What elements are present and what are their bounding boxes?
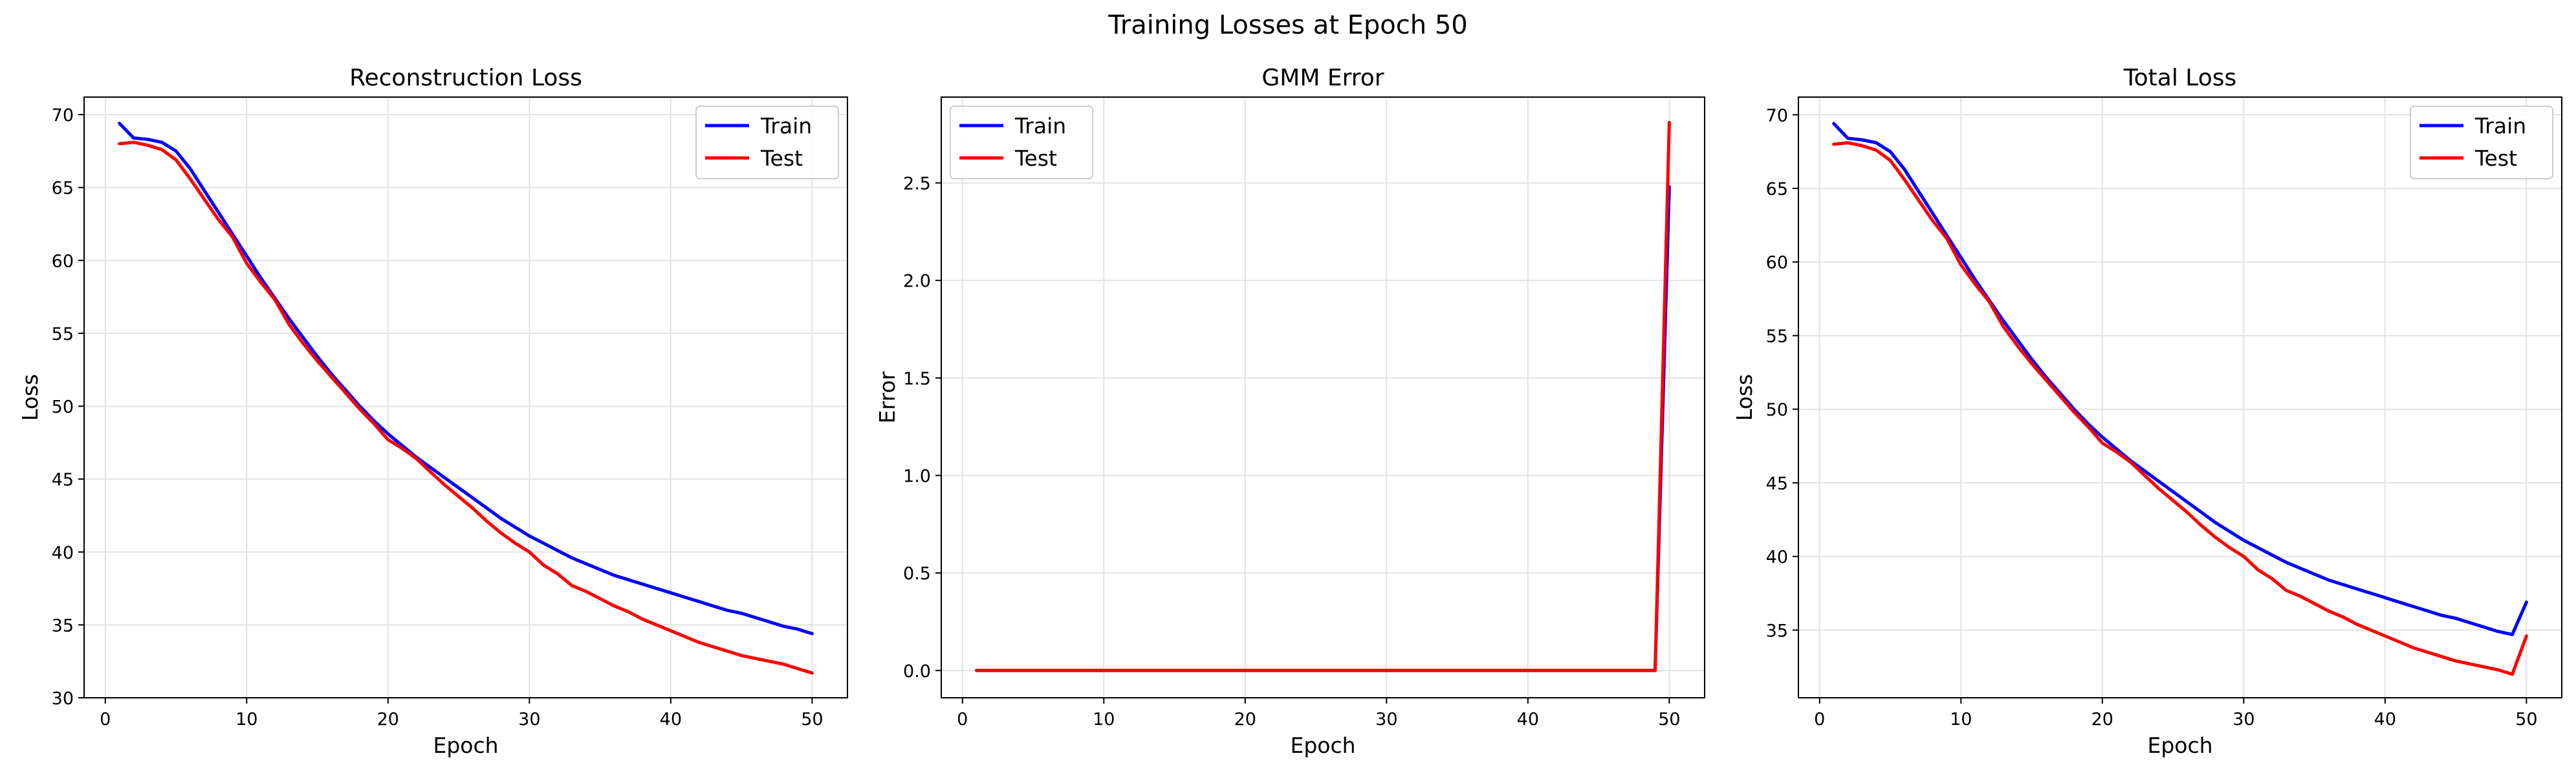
figure-title: Training Losses at Epoch 50 (1108, 10, 1467, 40)
y-tick-label: 45 (1766, 474, 1788, 494)
x-axis-label: Epoch (1290, 733, 1355, 758)
legend: Train Test (695, 106, 839, 179)
series-line-train (1832, 122, 2528, 636)
y-tick-label: 0.0 (903, 662, 931, 682)
y-tick-label: 2.5 (903, 174, 931, 194)
y-tick-label: 40 (52, 543, 74, 563)
x-axis-label: Epoch (2147, 733, 2212, 758)
subplots: 0 10 20 30 40 50 30 35 40 45 50 55 60 65 70 Reconstruct… (17, 65, 2562, 758)
y-tick-label: 35 (1766, 621, 1788, 641)
x-tick-label: 40 (660, 709, 682, 730)
series-line-test (118, 140, 814, 675)
x-tick-label: 0 (100, 709, 111, 730)
subplot-title: Reconstruction Loss (349, 65, 582, 91)
legend-label-train: Train (2474, 113, 2526, 139)
legend-label-test: Test (760, 146, 803, 171)
y-tick-label: 1.0 (903, 467, 931, 487)
x-tick-label: 20 (377, 709, 399, 730)
y-tick-label: 45 (52, 470, 74, 490)
x-tick-label: 10 (1093, 709, 1115, 730)
legend-label-test: Test (1014, 146, 1057, 171)
legend: Train Test (950, 106, 1093, 179)
x-tick-label: 10 (1950, 709, 1972, 730)
y-tick-label: 1.5 (903, 369, 931, 389)
legend-label-train: Train (1014, 113, 1066, 139)
x-tick-label: 20 (2091, 709, 2113, 730)
y-tick-label: 65 (52, 179, 74, 199)
y-axis-label: Error (875, 371, 900, 423)
legend-label-test: Test (2474, 146, 2517, 171)
y-tick-label: 35 (52, 616, 74, 636)
y-tick-label: 60 (52, 251, 74, 271)
y-tick-label: 50 (52, 397, 74, 418)
subplot-3: 0 10 20 30 40 50 35 40 45 50 55 60 65 70 Total Loss Epo… (1732, 65, 2562, 758)
y-tick-label: 50 (1766, 400, 1788, 420)
x-tick-label: 50 (2515, 709, 2537, 730)
y-tick-label: 55 (1766, 326, 1788, 346)
axes-frame (941, 96, 1705, 698)
y-tick-label: 55 (52, 324, 74, 344)
x-tick-label: 30 (518, 709, 540, 730)
x-tick-label: 0 (1814, 709, 1825, 730)
subplot-title: GMM Error (1261, 65, 1384, 91)
y-tick-label: 60 (1766, 253, 1788, 273)
x-tick-label: 50 (801, 709, 823, 730)
y-tick-label: 65 (1766, 179, 1788, 199)
axes-frame (1798, 96, 2562, 698)
y-axis-label: Loss (1732, 374, 1757, 421)
series-line-train (118, 122, 814, 636)
y-tick-label: 0.5 (903, 564, 931, 584)
subplot-1: 0 10 20 30 40 50 30 35 40 45 50 55 60 65 70 Reconstruct… (17, 65, 848, 758)
legend: Train Test (2410, 106, 2553, 179)
subplot-2: 0 10 20 30 40 50 0.0 0.5 1.0 1.5 2.0 2.5 GMM Error Ep… (875, 65, 1705, 758)
y-axis-label: Loss (17, 374, 43, 421)
y-tick-label: 2.0 (903, 271, 931, 291)
x-tick-label: 40 (1517, 709, 1539, 730)
series-line-test (1832, 141, 2528, 676)
x-tick-label: 0 (957, 709, 968, 730)
x-tick-label: 30 (2232, 709, 2254, 730)
subplot-title: Total Loss (2123, 65, 2236, 91)
y-tick-label: 70 (1766, 106, 1788, 126)
x-tick-label: 40 (2374, 709, 2396, 730)
x-tick-label: 30 (1375, 709, 1397, 730)
x-tick-label: 10 (235, 709, 257, 730)
y-tick-label: 40 (1766, 548, 1788, 568)
axes-frame (83, 96, 848, 698)
series-line-test (975, 120, 1671, 673)
x-axis-label: Epoch (433, 733, 498, 758)
legend-label-train: Train (760, 113, 812, 139)
x-tick-label: 50 (1658, 709, 1680, 730)
y-tick-label: 70 (52, 106, 74, 126)
y-tick-label: 30 (52, 689, 74, 709)
x-tick-label: 20 (1234, 709, 1256, 730)
